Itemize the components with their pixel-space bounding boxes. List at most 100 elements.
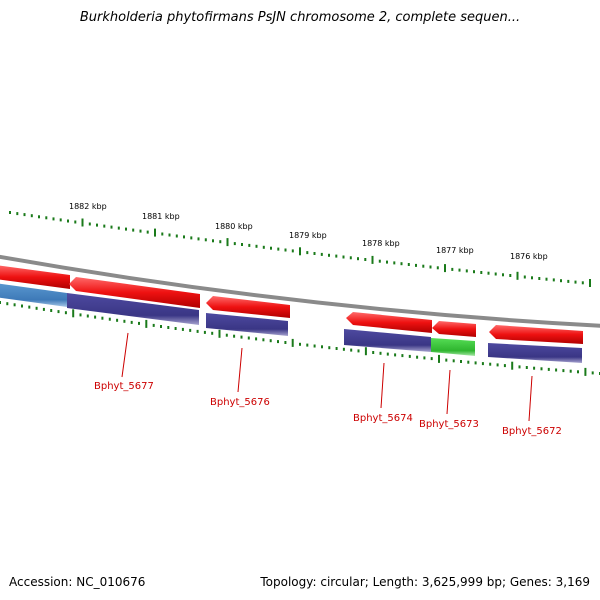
minor-tick xyxy=(262,338,265,342)
minor-tick xyxy=(518,365,521,369)
minor-tick xyxy=(342,255,345,259)
scale-label: 1882 kbp xyxy=(69,202,107,211)
gene-label[interactable]: Bphyt_5673 xyxy=(419,419,479,430)
minor-tick xyxy=(523,275,526,279)
major-tick xyxy=(145,319,148,328)
gene-leader-line xyxy=(121,332,129,378)
minor-tick xyxy=(277,340,279,344)
minor-tick xyxy=(35,306,38,310)
gene-arrow[interactable] xyxy=(206,296,290,318)
minor-tick xyxy=(386,260,388,264)
minor-tick xyxy=(502,273,504,277)
minor-tick xyxy=(503,364,506,368)
minor-tick xyxy=(357,257,359,261)
minor-tick xyxy=(489,362,492,366)
gene-label[interactable]: Bphyt_5676 xyxy=(210,397,270,408)
minor-tick xyxy=(429,265,432,269)
gene-label[interactable]: Bphyt_5674 xyxy=(353,413,413,424)
minor-tick xyxy=(364,258,367,261)
minor-tick xyxy=(394,353,397,357)
minor-tick xyxy=(233,334,236,338)
gene-label[interactable]: Bphyt_5677 xyxy=(94,381,154,392)
minor-tick xyxy=(240,335,243,339)
minor-tick xyxy=(247,336,250,340)
minor-tick xyxy=(591,371,594,375)
minor-tick xyxy=(480,271,483,274)
minor-tick xyxy=(125,227,127,231)
major-tick xyxy=(154,228,156,237)
minor-tick xyxy=(161,232,164,236)
minor-tick xyxy=(567,279,570,283)
major-tick xyxy=(438,354,440,363)
cds-bar[interactable] xyxy=(431,338,475,356)
minor-tick xyxy=(335,347,338,350)
gene-arrow[interactable] xyxy=(346,312,432,333)
minor-tick xyxy=(320,252,323,256)
minor-tick xyxy=(255,337,258,341)
minor-tick xyxy=(38,215,40,219)
minor-tick xyxy=(487,271,490,275)
minor-tick xyxy=(581,281,584,285)
gene-arrow[interactable] xyxy=(0,265,70,289)
minor-tick xyxy=(233,242,236,246)
minor-tick xyxy=(531,276,533,280)
minor-tick xyxy=(496,363,499,367)
minor-tick xyxy=(204,238,207,242)
minor-tick xyxy=(562,369,565,373)
gene-arrow[interactable] xyxy=(432,321,476,337)
major-tick xyxy=(299,247,301,256)
cds-bar[interactable] xyxy=(0,283,67,307)
minor-tick xyxy=(313,344,316,348)
lower-scale-ticks xyxy=(0,301,600,376)
minor-tick xyxy=(306,343,309,347)
minor-tick xyxy=(241,243,243,246)
minor-tick xyxy=(52,217,55,221)
minor-tick xyxy=(574,280,577,284)
minor-tick xyxy=(103,224,106,228)
major-tick xyxy=(371,255,374,264)
cds-bar[interactable] xyxy=(488,343,582,363)
minor-tick xyxy=(255,244,258,248)
minor-tick xyxy=(408,354,411,358)
minor-tick xyxy=(57,310,60,314)
cds-bar[interactable] xyxy=(206,313,288,336)
minor-tick xyxy=(284,341,287,344)
minor-tick xyxy=(445,358,448,362)
scale-label: 1876 kbp xyxy=(510,252,548,261)
minor-tick xyxy=(116,318,119,322)
minor-tick xyxy=(79,313,82,317)
minor-tick xyxy=(168,233,171,237)
minor-tick xyxy=(138,321,140,325)
minor-tick xyxy=(321,345,323,349)
minor-tick xyxy=(0,301,1,304)
major-tick xyxy=(81,218,84,227)
minor-tick xyxy=(270,246,272,250)
minor-tick xyxy=(540,367,543,371)
minor-tick xyxy=(13,303,16,307)
minor-tick xyxy=(152,323,155,327)
minor-tick xyxy=(190,236,193,240)
gene-arrow[interactable] xyxy=(489,325,583,344)
major-tick xyxy=(72,309,75,318)
major-tick xyxy=(511,361,514,370)
minor-tick xyxy=(101,316,104,320)
minor-tick xyxy=(393,261,396,265)
minor-tick xyxy=(6,302,9,306)
minor-tick xyxy=(30,214,33,218)
minor-tick xyxy=(430,357,433,361)
cds-bar[interactable] xyxy=(344,329,431,352)
minor-tick xyxy=(211,331,214,335)
major-tick xyxy=(589,279,591,287)
minor-tick xyxy=(203,330,206,334)
major-tick xyxy=(226,238,229,247)
cds-bar[interactable] xyxy=(67,293,199,325)
minor-tick xyxy=(181,327,184,331)
minor-tick xyxy=(423,356,426,360)
major-tick xyxy=(444,264,446,273)
gene-arrow[interactable] xyxy=(69,277,200,308)
gene-leader-line xyxy=(528,375,533,422)
gene-leader-line xyxy=(446,369,451,415)
gene-label[interactable]: Bphyt_5672 xyxy=(502,426,562,437)
minor-tick xyxy=(291,249,294,253)
minor-tick xyxy=(328,253,330,257)
